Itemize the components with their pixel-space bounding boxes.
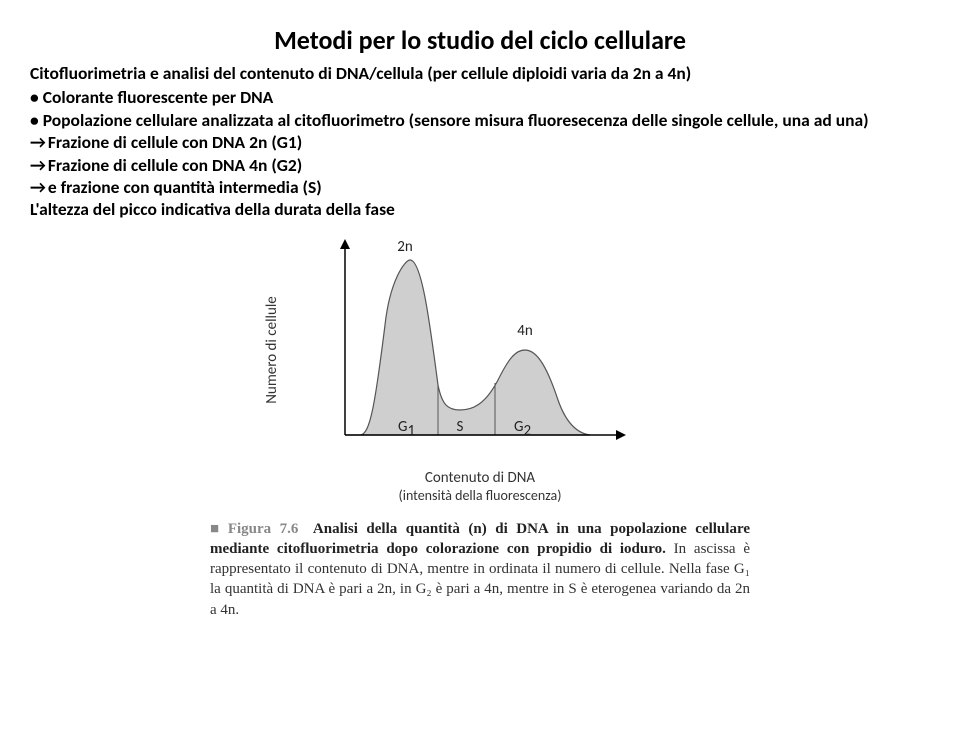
bullet-1: Colorante fluorescente per DNA [30,86,930,108]
histogram-chart: Numero di cellule 2n 4n G1 S G2 [290,235,670,465]
page-title: Metodi per lo studio del ciclo cellulare [30,24,930,56]
peak-4n-label: 4n [517,322,532,340]
figure-number: Figura 7.6 [228,521,299,537]
arrow-3: e frazione con quantità intermedia (S) [30,176,930,198]
region-g1: G1 [398,418,415,440]
subtitle-line: Citofluorimetria e analisi del contenuto… [30,62,930,84]
y-axis-label: Numero di cellule [263,296,281,404]
region-g2: G2 [514,418,531,440]
bullet-2: Popolazione cellulare analizzata al cito… [30,109,930,131]
figure-caption: ■Figura 7.6 Analisi della quantità (n) d… [210,519,750,620]
region-s: S [457,418,464,436]
peak-2n-label: 2n [397,238,412,256]
figure-area: Numero di cellule 2n 4n G1 S G2 Contenut… [30,235,930,620]
arrow-2: Frazione di cellule con DNA 4n (G2) [30,154,930,176]
caption-marker: ■ [210,521,224,537]
x-axis-label: Contenuto di DNA (intensità della fluore… [398,469,561,505]
y-arrowhead [340,239,350,249]
x-arrowhead [616,430,626,440]
note-line: L'altezza del picco indicativa della dur… [30,198,930,220]
arrow-1: Frazione di cellule con DNA 2n (G1) [30,131,930,153]
chart-svg: 2n 4n G1 S G2 [290,235,650,455]
distribution-area [345,260,590,435]
